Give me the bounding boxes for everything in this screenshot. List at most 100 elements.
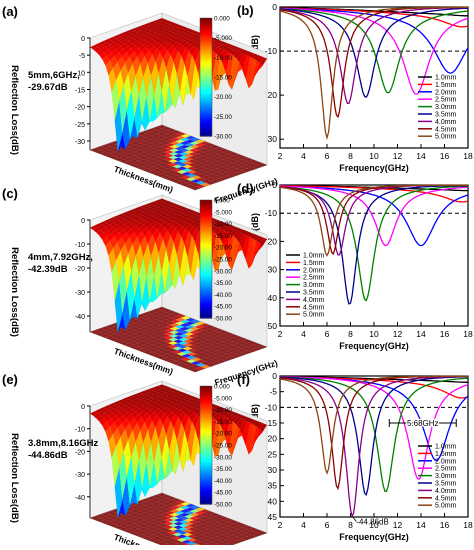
x-tick-label: 2 xyxy=(278,151,283,161)
colorbar-tick-label: -30.00 xyxy=(214,268,232,275)
colorbar-tick-label: -30.00 xyxy=(214,134,232,141)
colorbar-tick-label: -20.00 xyxy=(214,431,232,438)
x-tick-label: 10 xyxy=(369,329,379,339)
x-tick-label: 6 xyxy=(325,151,330,161)
x-tick-label: 14 xyxy=(416,151,426,161)
colorbar-tick-label: -45.00 xyxy=(214,304,232,311)
x-axis-label: Frequency(GHz) xyxy=(339,532,409,542)
colorbar-tick-label: 0.000 xyxy=(214,384,230,391)
legend-label: 3.0mm xyxy=(435,473,457,480)
legend-label: 2.5mm xyxy=(435,466,457,473)
legend-label: 4.5mm xyxy=(303,304,325,311)
colorbar-tick-label: -35.00 xyxy=(214,280,232,287)
annotation-text: -29.67dB xyxy=(28,82,68,93)
z-tick-label: -15 xyxy=(75,87,85,94)
legend-label: 2.0mm xyxy=(435,458,457,465)
x-tick-label: 12 xyxy=(393,151,403,161)
annotation-text: 5mm,6GHz, xyxy=(28,70,80,81)
z-tick-label: -30 xyxy=(75,472,85,479)
colorbar-tick-label: -5.000 xyxy=(214,395,232,402)
x-tick-label: 8 xyxy=(348,151,353,161)
x-tick-label: 14 xyxy=(416,520,426,530)
legend-label: 1.0mm xyxy=(303,253,325,260)
legend-label: 1.5mm xyxy=(435,451,457,458)
panel-label: (c) xyxy=(2,186,18,201)
legend-label: 1.0mm xyxy=(435,75,457,82)
x-axis-label: Frequency(GHz) xyxy=(339,163,409,173)
annotation-text: -42.39dB xyxy=(28,264,68,275)
z-tick-label: -20 xyxy=(75,105,85,112)
colorbar-tick-label: -25.00 xyxy=(214,257,232,264)
legend-label: 2.5mm xyxy=(303,275,325,282)
colorbar-tick-label: -30.00 xyxy=(214,454,232,461)
panel-label: (b) xyxy=(237,3,254,18)
x-tick-label: 6 xyxy=(325,520,330,530)
panel-label: (a) xyxy=(2,4,18,19)
z-tick-label: -10 xyxy=(75,427,85,434)
x-tick-label: 18 xyxy=(463,151,473,161)
legend-label: 5.0mm xyxy=(303,312,325,319)
legend-label: 1.5mm xyxy=(435,82,457,89)
colorbar-tick-label: -40.00 xyxy=(214,478,232,485)
bandwidth-label: 5.68GHz xyxy=(407,419,439,428)
colorbar-tick-label: -5.000 xyxy=(214,35,232,42)
legend-label: 2.0mm xyxy=(435,89,457,96)
colorbar-tick-label: -15.00 xyxy=(214,419,232,426)
z-tick-label: 0 xyxy=(81,218,85,225)
z-tick-label: -30 xyxy=(75,290,85,297)
panel-label: (e) xyxy=(2,372,18,387)
z-axis-title: Reflection Loss(dB) xyxy=(9,433,20,523)
colorbar-tick-label: -25.00 xyxy=(214,114,232,121)
colorbar-tick-label: -40.00 xyxy=(214,292,232,299)
x-tick-label: 4 xyxy=(301,329,306,339)
legend: 1.0mm1.5mm2.0mm2.5mm3.0mm3.5mm4.0mm4.5mm… xyxy=(286,253,325,319)
legend-label: 1.0mm xyxy=(435,444,457,451)
legend-label: 2.0mm xyxy=(303,267,325,274)
min-label: -44.86dB xyxy=(356,518,388,527)
x-axis-label: Frequency(GHz) xyxy=(339,341,409,351)
series-line xyxy=(280,186,468,245)
legend-label: 4.0mm xyxy=(435,488,457,495)
x-tick-label: 18 xyxy=(463,329,473,339)
x-tick-label: 12 xyxy=(393,329,403,339)
y-tick-label: -10 xyxy=(265,208,278,218)
colorbar-tick-label: -5.000 xyxy=(214,209,232,216)
x-tick-label: 16 xyxy=(440,520,450,530)
annotation-text: -44.86dB xyxy=(28,450,68,461)
annotation-text: 3.8mm,8.16GHz xyxy=(28,438,98,449)
z-tick-label: 0 xyxy=(81,36,85,43)
colorbar-tick-label: -50.00 xyxy=(214,316,232,323)
colorbar-tick-label: 0.000 xyxy=(214,198,230,205)
z-tick-label: -30 xyxy=(75,139,85,146)
x-tick-label: 14 xyxy=(416,329,426,339)
legend-label: 3.5mm xyxy=(435,481,457,488)
x-tick-label: 16 xyxy=(440,329,450,339)
colorbar-tick-label: -20.00 xyxy=(214,94,232,101)
colorbar-tick-label: -35.00 xyxy=(214,466,232,473)
z-tick-label: -5 xyxy=(79,53,85,60)
legend-label: 3.0mm xyxy=(435,104,457,111)
z-tick-label: 0 xyxy=(81,404,85,411)
legend: 1.0mm1.5mm2.0mm2.5mm3.0mm3.5mm4.0mm4.5mm… xyxy=(418,75,457,141)
z-tick-label: -25 xyxy=(75,122,85,129)
z-tick-label: -40 xyxy=(75,314,85,321)
y-tick-label: 0 xyxy=(272,371,277,381)
legend-label: 4.5mm xyxy=(435,495,457,502)
line-chart-1: 246810121416180-10-20-30Frequency(GHz)Re… xyxy=(237,2,473,173)
colorbar-tick-label: -10.00 xyxy=(214,55,232,62)
y-tick-label: 0 xyxy=(272,2,277,12)
annotation-text: 4mm,7.92GHz, xyxy=(28,252,93,263)
x-tick-label: 8 xyxy=(348,329,353,339)
colorbar-tick-label: -10.00 xyxy=(214,221,232,228)
x-tick-label: 8 xyxy=(348,520,353,530)
colorbar-tick-label: -15.00 xyxy=(214,233,232,240)
legend-label: 5.0mm xyxy=(435,503,457,510)
legend-label: 3.0mm xyxy=(303,282,325,289)
x-tick-label: 4 xyxy=(301,151,306,161)
